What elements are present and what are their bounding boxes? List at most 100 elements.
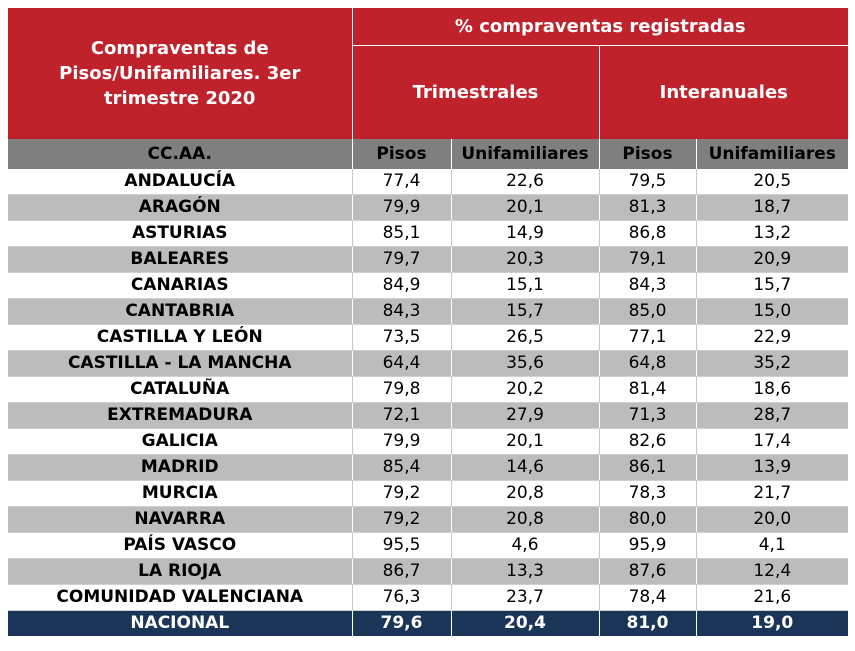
table-row: ARAGÓN 79,9 20,1 81,3 18,7 <box>8 194 849 221</box>
cell-inter-pisos: 85,0 <box>598 298 696 325</box>
cell-inter-unifamiliares: 4,1 <box>695 532 849 559</box>
cell-trim-unifamiliares: 27,9 <box>450 402 599 429</box>
table-row: GALICIA 79,9 20,1 82,6 17,4 <box>8 428 849 455</box>
cell-inter-pisos: 71,3 <box>598 402 696 429</box>
table-row: ASTURIAS 85,1 14,9 86,8 13,2 <box>8 220 849 247</box>
cell-trim-unifamiliares: 15,7 <box>450 298 599 325</box>
cell-inter-unifamiliares: 21,6 <box>695 584 849 611</box>
cell-trim-pisos: 79,2 <box>351 480 451 507</box>
cell-trim-unifamiliares: 4,6 <box>450 532 599 559</box>
subgroup-interanuales: Interanuales <box>599 45 849 139</box>
table-row: COMUNIDAD VALENCIANA 76,3 23,7 78,4 21,6 <box>8 584 849 611</box>
table-row: ANDALUCÍA 77,4 22,6 79,5 20,5 <box>8 169 849 195</box>
col-header-region: CC.AA. <box>8 139 352 169</box>
cell-inter-unifamiliares: 20,9 <box>695 246 849 273</box>
cell-trim-pisos: 79,2 <box>351 506 451 533</box>
cell-region: CANTABRIA <box>8 298 352 325</box>
total-trim-pisos: 79,6 <box>351 610 451 636</box>
table-row: MADRID 85,4 14,6 86,1 13,9 <box>8 454 849 481</box>
cell-region: CATALUÑA <box>8 376 352 403</box>
cell-inter-pisos: 78,3 <box>598 480 696 507</box>
cell-inter-pisos: 64,8 <box>598 350 696 377</box>
table-row: CATALUÑA 79,8 20,2 81,4 18,6 <box>8 376 849 403</box>
total-region: NACIONAL <box>8 610 352 636</box>
cell-trim-unifamiliares: 22,6 <box>450 169 599 195</box>
cell-trim-pisos: 79,8 <box>351 376 451 403</box>
cell-inter-pisos: 81,3 <box>598 194 696 221</box>
total-inter-pisos: 81,0 <box>598 610 696 636</box>
cell-inter-unifamiliares: 18,7 <box>695 194 849 221</box>
table-row: NAVARRA 79,2 20,8 80,0 20,0 <box>8 506 849 533</box>
cell-trim-pisos: 64,4 <box>351 350 451 377</box>
col-header-inter-pisos: Pisos <box>598 139 696 169</box>
cell-inter-pisos: 86,8 <box>598 220 696 247</box>
cell-trim-unifamiliares: 20,1 <box>450 194 599 221</box>
cell-trim-unifamiliares: 20,8 <box>450 480 599 507</box>
cell-trim-pisos: 84,9 <box>351 272 451 299</box>
cell-region: MADRID <box>8 454 352 481</box>
cell-inter-pisos: 95,9 <box>598 532 696 559</box>
cell-trim-unifamiliares: 13,3 <box>450 558 599 585</box>
cell-trim-unifamiliares: 15,1 <box>450 272 599 299</box>
cell-trim-unifamiliares: 35,6 <box>450 350 599 377</box>
total-row: NACIONAL 79,6 20,4 81,0 19,0 <box>8 610 849 636</box>
cell-trim-pisos: 86,7 <box>351 558 451 585</box>
cell-region: ARAGÓN <box>8 194 352 221</box>
cell-inter-pisos: 80,0 <box>598 506 696 533</box>
cell-region: EXTREMADURA <box>8 402 352 429</box>
cell-inter-unifamiliares: 18,6 <box>695 376 849 403</box>
cell-region: BALEARES <box>8 246 352 273</box>
col-header-trim-pisos: Pisos <box>351 139 451 169</box>
cell-inter-pisos: 84,3 <box>598 272 696 299</box>
cell-inter-unifamiliares: 20,0 <box>695 506 849 533</box>
cell-region: GALICIA <box>8 428 352 455</box>
cell-trim-unifamiliares: 23,7 <box>450 584 599 611</box>
data-table: Compraventas de Pisos/Unifamiliares. 3er… <box>8 8 849 636</box>
total-inter-unifamiliares: 19,0 <box>695 610 849 636</box>
cell-region: CASTILLA - LA MANCHA <box>8 350 352 377</box>
table-body: ANDALUCÍA 77,4 22,6 79,5 20,5 ARAGÓN 79,9 20,1 8… <box>8 169 849 611</box>
cell-trim-pisos: 85,4 <box>351 454 451 481</box>
table-row: BALEARES 79,7 20,3 79,1 20,9 <box>8 246 849 273</box>
col-header-inter-unifamiliares: Unifamiliares <box>695 139 849 169</box>
cell-trim-pisos: 77,4 <box>351 169 451 195</box>
cell-region: CASTILLA Y LEÓN <box>8 324 352 351</box>
cell-inter-pisos: 79,5 <box>598 169 696 195</box>
cell-trim-unifamiliares: 14,9 <box>450 220 599 247</box>
cell-inter-pisos: 86,1 <box>598 454 696 481</box>
cell-inter-pisos: 78,4 <box>598 584 696 611</box>
cell-inter-unifamiliares: 13,9 <box>695 454 849 481</box>
cell-region: LA RIOJA <box>8 558 352 585</box>
group-header: % compraventas registradas <box>352 8 849 46</box>
cell-trim-pisos: 76,3 <box>351 584 451 611</box>
cell-inter-pisos: 82,6 <box>598 428 696 455</box>
table-row: MURCIA 79,2 20,8 78,3 21,7 <box>8 480 849 507</box>
col-header-trim-unifamiliares: Unifamiliares <box>450 139 599 169</box>
cell-region: COMUNIDAD VALENCIANA <box>8 584 352 611</box>
cell-inter-unifamiliares: 15,7 <box>695 272 849 299</box>
table-row: CANARIAS 84,9 15,1 84,3 15,7 <box>8 272 849 299</box>
table-row: LA RIOJA 86,7 13,3 87,6 12,4 <box>8 558 849 585</box>
cell-inter-pisos: 87,6 <box>598 558 696 585</box>
cell-trim-unifamiliares: 26,5 <box>450 324 599 351</box>
cell-region: MURCIA <box>8 480 352 507</box>
cell-inter-unifamiliares: 13,2 <box>695 220 849 247</box>
cell-region: NAVARRA <box>8 506 352 533</box>
cell-trim-unifamiliares: 20,1 <box>450 428 599 455</box>
cell-inter-pisos: 81,4 <box>598 376 696 403</box>
cell-inter-unifamiliares: 28,7 <box>695 402 849 429</box>
cell-inter-unifamiliares: 35,2 <box>695 350 849 377</box>
table-row: EXTREMADURA 72,1 27,9 71,3 28,7 <box>8 402 849 429</box>
cell-region: CANARIAS <box>8 272 352 299</box>
table-row: PAÍS VASCO 95,5 4,6 95,9 4,1 <box>8 532 849 559</box>
cell-inter-pisos: 77,1 <box>598 324 696 351</box>
cell-trim-pisos: 72,1 <box>351 402 451 429</box>
cell-region: PAÍS VASCO <box>8 532 352 559</box>
cell-inter-unifamiliares: 21,7 <box>695 480 849 507</box>
total-trim-unifamiliares: 20,4 <box>450 610 599 636</box>
cell-inter-unifamiliares: 22,9 <box>695 324 849 351</box>
table-title: Compraventas de Pisos/Unifamiliares. 3er… <box>8 8 353 139</box>
subgroup-trimestrales: Trimestrales <box>352 45 600 139</box>
cell-trim-unifamiliares: 20,3 <box>450 246 599 273</box>
cell-trim-unifamiliares: 20,8 <box>450 506 599 533</box>
